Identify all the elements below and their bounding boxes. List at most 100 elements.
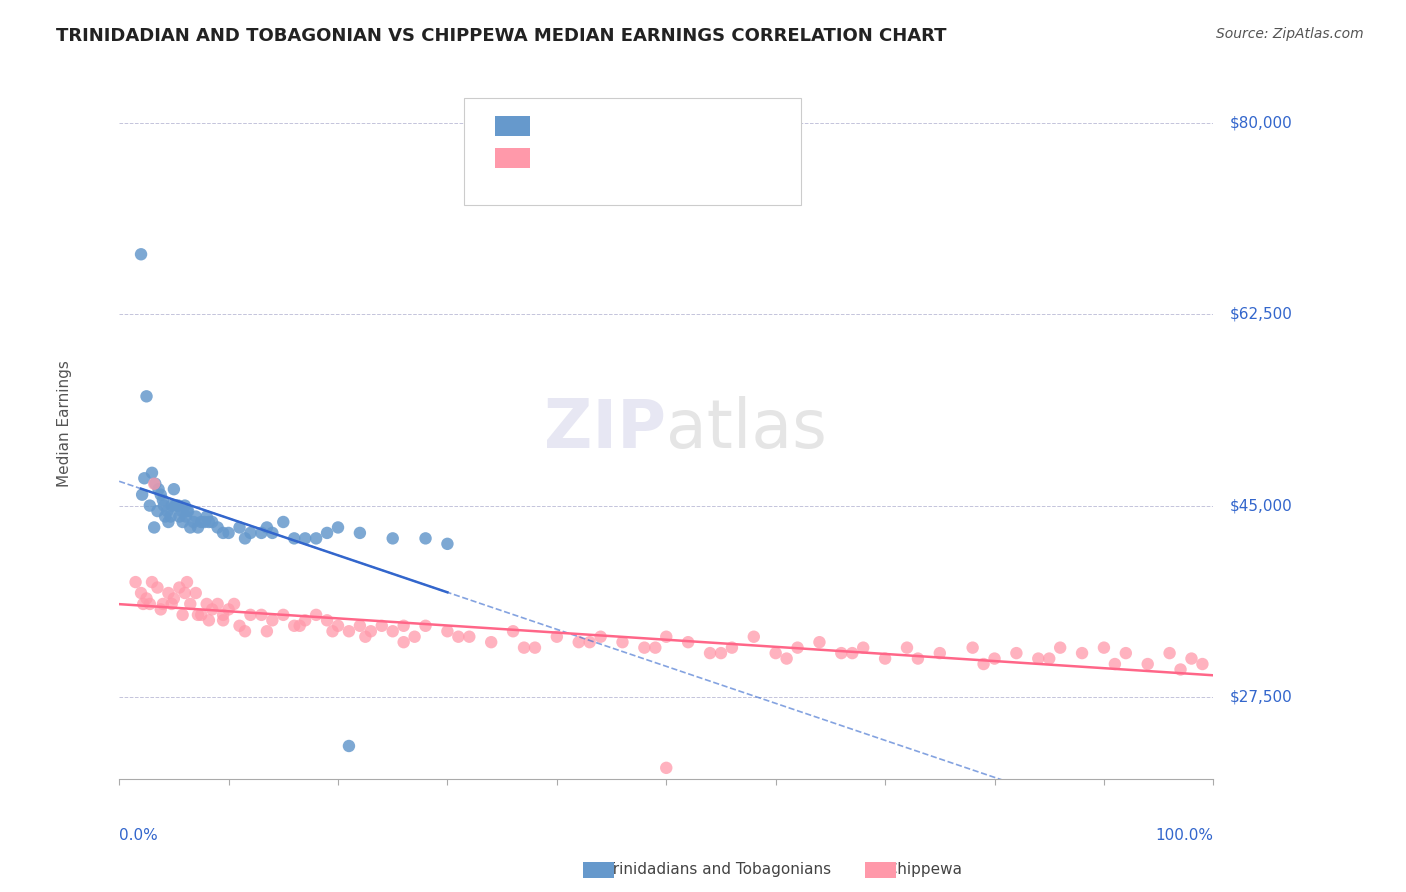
Point bbox=[1180, 651, 1202, 665]
Point bbox=[852, 640, 875, 655]
Point bbox=[404, 630, 426, 644]
Point bbox=[294, 613, 316, 627]
Point bbox=[907, 651, 929, 665]
Point bbox=[502, 624, 524, 639]
Text: $62,500: $62,500 bbox=[1230, 307, 1292, 322]
Point bbox=[131, 488, 153, 502]
Point bbox=[896, 640, 918, 655]
Point bbox=[644, 640, 666, 655]
Point bbox=[1191, 657, 1213, 671]
Point bbox=[360, 624, 382, 639]
Point bbox=[830, 646, 852, 660]
Point bbox=[233, 624, 256, 639]
Point bbox=[523, 640, 546, 655]
Point bbox=[195, 509, 218, 524]
Point bbox=[1071, 646, 1094, 660]
Point bbox=[337, 739, 360, 753]
Text: R =: R = bbox=[537, 149, 574, 167]
Point bbox=[141, 575, 163, 590]
Point bbox=[513, 640, 536, 655]
Point bbox=[153, 499, 176, 513]
Point bbox=[195, 597, 218, 611]
Point bbox=[143, 520, 166, 534]
Text: Median Earnings: Median Earnings bbox=[58, 360, 72, 487]
Point bbox=[149, 602, 172, 616]
Point bbox=[262, 525, 284, 540]
Point bbox=[1159, 646, 1181, 660]
Point bbox=[156, 504, 179, 518]
Point bbox=[190, 607, 212, 622]
Point bbox=[176, 504, 198, 518]
Point bbox=[193, 515, 215, 529]
Point bbox=[218, 602, 240, 616]
Point bbox=[207, 597, 229, 611]
Text: R =: R = bbox=[537, 118, 574, 136]
Point bbox=[928, 646, 950, 660]
Point bbox=[146, 504, 169, 518]
Point bbox=[152, 597, 174, 611]
Point bbox=[179, 597, 201, 611]
Point bbox=[218, 525, 240, 540]
Point bbox=[1136, 657, 1159, 671]
Point bbox=[198, 515, 221, 529]
Point bbox=[141, 466, 163, 480]
Point bbox=[135, 389, 157, 403]
Point bbox=[153, 509, 176, 524]
Text: 58: 58 bbox=[658, 118, 681, 136]
Text: $80,000: $80,000 bbox=[1230, 116, 1292, 130]
Point bbox=[354, 630, 377, 644]
Point bbox=[479, 635, 502, 649]
Text: Source: ZipAtlas.com: Source: ZipAtlas.com bbox=[1216, 27, 1364, 41]
Point bbox=[699, 646, 721, 660]
Point bbox=[228, 520, 250, 534]
Point bbox=[239, 525, 262, 540]
Point bbox=[612, 635, 634, 649]
Point bbox=[765, 646, 787, 660]
Point bbox=[132, 597, 155, 611]
Text: Chippewa: Chippewa bbox=[872, 863, 962, 877]
Point bbox=[184, 509, 207, 524]
Point bbox=[392, 635, 415, 649]
Point bbox=[233, 532, 256, 546]
Point bbox=[172, 515, 194, 529]
Point bbox=[134, 471, 156, 485]
Point bbox=[381, 624, 404, 639]
Point bbox=[568, 635, 591, 649]
Point bbox=[256, 624, 278, 639]
Point bbox=[124, 575, 146, 590]
Point bbox=[152, 493, 174, 508]
Point bbox=[655, 630, 678, 644]
Point bbox=[228, 619, 250, 633]
Point bbox=[742, 630, 765, 644]
Point bbox=[160, 499, 183, 513]
Point bbox=[169, 509, 191, 524]
Point bbox=[1170, 663, 1192, 677]
Text: atlas: atlas bbox=[666, 396, 827, 462]
Point bbox=[143, 476, 166, 491]
Point bbox=[163, 482, 186, 496]
Point bbox=[775, 651, 797, 665]
Point bbox=[322, 624, 344, 639]
Text: 100.0%: 100.0% bbox=[1156, 828, 1213, 843]
Point bbox=[633, 640, 655, 655]
Point bbox=[139, 597, 162, 611]
Point bbox=[326, 619, 349, 633]
Point bbox=[148, 482, 170, 496]
Point bbox=[183, 515, 205, 529]
Point bbox=[589, 630, 612, 644]
Point bbox=[546, 630, 568, 644]
Point bbox=[381, 532, 404, 546]
Point bbox=[786, 640, 808, 655]
Point bbox=[187, 607, 209, 622]
Point bbox=[305, 532, 328, 546]
Point bbox=[371, 619, 394, 633]
Point bbox=[316, 525, 339, 540]
Point bbox=[256, 520, 278, 534]
Point bbox=[172, 607, 194, 622]
Point bbox=[349, 619, 371, 633]
Point bbox=[436, 537, 458, 551]
Point bbox=[129, 586, 152, 600]
Point bbox=[177, 504, 200, 518]
Point bbox=[721, 640, 744, 655]
Point bbox=[190, 515, 212, 529]
